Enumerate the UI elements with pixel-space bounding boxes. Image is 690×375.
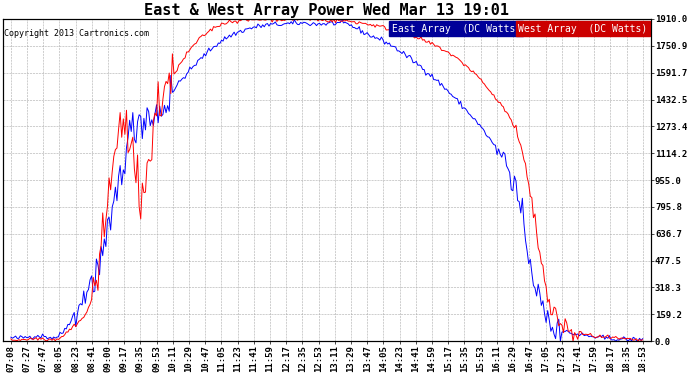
Text: East Array  (DC Watts): East Array (DC Watts) <box>392 24 521 34</box>
Text: West Array  (DC Watts): West Array (DC Watts) <box>518 24 647 34</box>
Title: East & West Array Power Wed Mar 13 19:01: East & West Array Power Wed Mar 13 19:01 <box>144 3 509 18</box>
Text: Copyright 2013 Cartronics.com: Copyright 2013 Cartronics.com <box>4 28 149 38</box>
